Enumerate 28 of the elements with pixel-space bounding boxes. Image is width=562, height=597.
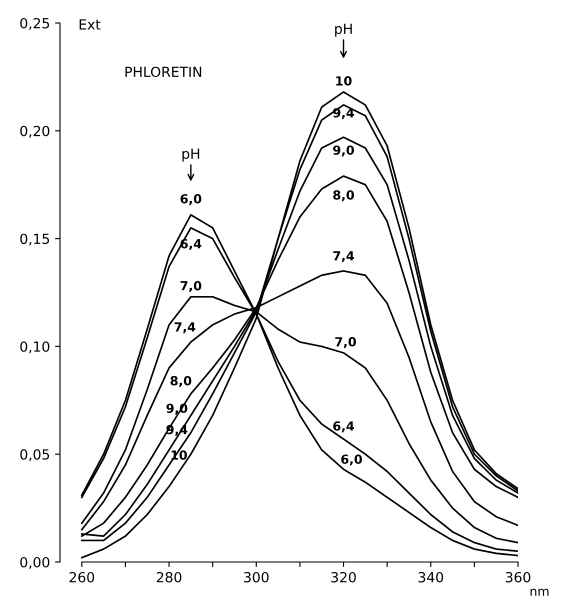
text: 8,0 xyxy=(333,190,354,202)
x-tick-label: 280 xyxy=(156,572,182,582)
y-tick-label: 0,15 xyxy=(20,234,50,246)
x-tick-label: 260 xyxy=(70,572,94,582)
series-label: 7,4 xyxy=(174,322,196,334)
text: 7,4 xyxy=(333,251,354,262)
text: PHLORETIN xyxy=(125,66,202,78)
series-label: 7,0 xyxy=(335,337,356,348)
y-axis-title: Ext xyxy=(80,19,100,30)
x-tick-label: 320 xyxy=(331,572,356,582)
y-tick-label: 0,05 xyxy=(20,449,50,462)
x-tick-label: 360 xyxy=(506,572,530,582)
y-tick-label: 0,00 xyxy=(20,556,50,569)
x-tick-label: 340 xyxy=(418,572,444,582)
text: 10 xyxy=(336,76,352,86)
legend-label: 6,0 xyxy=(180,194,202,206)
annotation: pH xyxy=(182,148,200,162)
y-tick-label: 0,20 xyxy=(20,126,50,138)
text: 6,0 xyxy=(341,454,362,466)
series-label: 6,4 xyxy=(333,421,354,432)
y-tick-label: 0,10 xyxy=(20,341,50,354)
text: 7,0 xyxy=(180,280,202,292)
annotation: pH xyxy=(335,24,352,37)
series-label: 8,0 xyxy=(170,376,192,388)
x-tick-label: 300 xyxy=(244,572,269,582)
series-label: 9,0 xyxy=(333,145,354,156)
y-tick-label: 0,25 xyxy=(20,18,50,30)
x-axis-title: nm xyxy=(530,588,548,596)
